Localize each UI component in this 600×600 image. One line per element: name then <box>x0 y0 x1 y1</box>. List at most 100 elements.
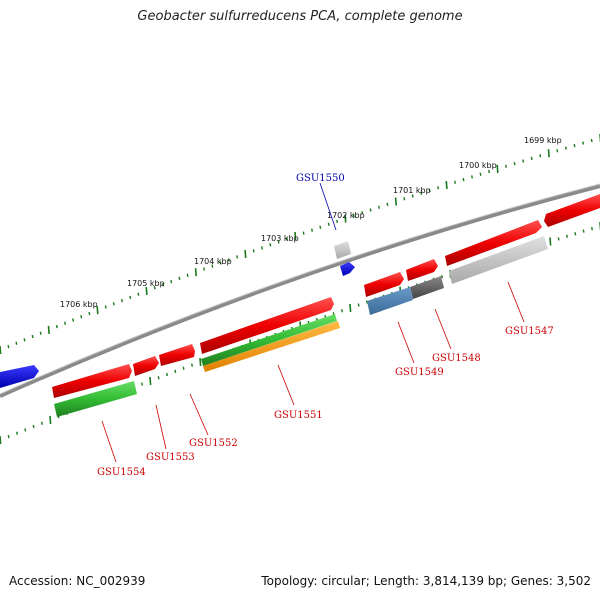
minor-tick <box>80 315 83 319</box>
gene-arrow-gsu1547[interactable] <box>445 220 542 266</box>
minor-tick <box>227 258 230 262</box>
genome-backbone <box>0 184 600 398</box>
minor-tick <box>203 267 206 271</box>
leader-gsu1550 <box>319 182 337 231</box>
minor-tick <box>302 231 305 235</box>
major-tick <box>96 306 99 315</box>
gene-arrow-gsu1548[interactable] <box>406 259 438 281</box>
minor-tick <box>556 149 559 153</box>
gene-arrow-gsu1549[interactable] <box>364 272 404 297</box>
minor-tick <box>530 156 533 161</box>
minor-tick <box>15 341 18 345</box>
leader-gsu1548 <box>434 308 452 350</box>
major-tick <box>0 345 2 355</box>
gene-label-gsu1547: GSU1547 <box>505 326 554 337</box>
minor-tick <box>219 261 222 265</box>
minor-tick <box>7 434 10 439</box>
major-tick <box>47 325 50 334</box>
minor-tick <box>191 363 193 367</box>
minor-tick <box>153 286 156 290</box>
minor-tick <box>72 318 75 322</box>
feature-green-gsu1554[interactable] <box>54 381 137 417</box>
minor-tick <box>420 191 423 195</box>
minor-tick <box>574 232 577 236</box>
major-tick <box>294 231 297 241</box>
minor-tick <box>182 366 185 370</box>
minor-tick <box>311 228 313 232</box>
minor-tick <box>462 177 465 182</box>
major-tick <box>547 149 550 158</box>
gene-arrow-left-edge[interactable] <box>0 365 39 388</box>
minor-tick <box>129 295 132 300</box>
leader-gsu1552 <box>189 393 209 436</box>
minor-tick <box>319 225 322 229</box>
minor-tick <box>361 211 364 215</box>
upper-scale-ticks <box>0 134 600 355</box>
feature-steel-gsu1549[interactable] <box>367 287 413 315</box>
minor-tick <box>369 208 372 212</box>
minor-tick <box>557 237 560 241</box>
gene-label-gsu1554: GSU1554 <box>97 467 146 478</box>
minor-tick <box>336 219 339 224</box>
gene-gsu1550-box[interactable] <box>334 241 351 259</box>
gene-arrow-gsu1553[interactable] <box>133 356 159 376</box>
major-tick <box>549 237 552 246</box>
minor-tick <box>162 283 164 287</box>
major-tick <box>349 303 352 312</box>
minor-tick <box>386 202 389 207</box>
feature-dark-gsu1548[interactable] <box>410 276 444 299</box>
minor-tick <box>121 298 123 303</box>
gene-gsu1550-arrow[interactable] <box>340 262 355 276</box>
minor-tick <box>166 372 168 377</box>
minor-tick <box>513 161 516 166</box>
minor-tick <box>24 428 27 432</box>
minor-tick <box>269 243 272 247</box>
minor-tick <box>564 146 567 150</box>
minor-tick <box>137 292 140 296</box>
minor-tick <box>591 226 593 231</box>
major-tick <box>445 180 448 190</box>
gene-arrow-gsu1551[interactable] <box>200 297 334 354</box>
minor-tick <box>454 180 456 184</box>
minor-tick <box>88 311 91 316</box>
minor-tick <box>341 309 343 313</box>
scale-label-1701: 1701 kbp <box>393 186 431 195</box>
minor-tick <box>31 334 34 339</box>
leader-gsu1547 <box>507 281 525 323</box>
minor-tick <box>16 431 18 435</box>
minor-tick <box>252 249 255 253</box>
feature-grey-gsu1547[interactable] <box>449 236 548 284</box>
minor-tick <box>112 302 115 306</box>
minor-tick <box>236 255 239 259</box>
minor-tick <box>170 279 173 284</box>
major-tick <box>496 164 499 173</box>
minor-tick <box>41 421 43 425</box>
scale-label-1706: 1706 kbp <box>60 300 98 309</box>
minor-tick <box>39 331 42 335</box>
minor-tick <box>186 273 189 277</box>
minor-tick <box>428 188 431 193</box>
minor-tick <box>479 172 482 176</box>
gene-arrow-right-edge[interactable] <box>544 194 600 227</box>
gene-label-gsu1553: GSU1553 <box>146 452 195 463</box>
gene-label-gsu1550: GSU1550 <box>296 173 345 184</box>
minor-tick <box>441 274 443 279</box>
scale-label-1705: 1705 kbp <box>127 279 165 288</box>
gene-arrow-gsu1554[interactable] <box>52 364 132 398</box>
minor-tick <box>378 205 380 209</box>
major-tick <box>194 268 197 277</box>
minor-tick <box>582 229 585 233</box>
minor-tick <box>261 246 263 250</box>
gene-label-gsu1552: GSU1552 <box>189 438 238 449</box>
minor-tick <box>522 159 525 163</box>
minor-tick <box>211 264 214 268</box>
feature-orange-gsu1551[interactable] <box>203 321 340 372</box>
accession-text: Accession: NC_002939 <box>9 574 146 588</box>
gene-label-gsu1551: GSU1551 <box>274 410 323 421</box>
minor-tick <box>64 321 66 325</box>
gene-arrow-gsu1552[interactable] <box>159 344 195 366</box>
feature-green-gsu1551[interactable] <box>201 314 337 366</box>
minor-tick <box>437 186 440 190</box>
major-tick <box>394 197 397 206</box>
